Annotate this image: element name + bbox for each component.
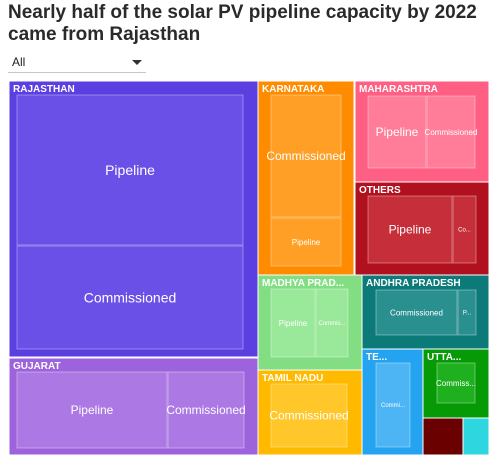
subtile-madhya-prad-pipeline[interactable] xyxy=(270,288,316,358)
subtile-karnataka-commissioned[interactable] xyxy=(270,94,342,218)
subtile-madhya-prad-commis[interactable] xyxy=(315,288,349,358)
state-filter-dropdown[interactable]: All xyxy=(8,52,146,73)
subtile-gujarat-pipeline[interactable] xyxy=(16,371,168,449)
tile-tile-12[interactable] xyxy=(462,417,490,456)
subtile-rajasthan-pipeline[interactable] xyxy=(16,94,244,246)
chart-title: Nearly half of the solar PV pipeline cap… xyxy=(8,2,477,45)
subtile-label: Pipeline xyxy=(292,238,321,247)
tile-label: RAJASTHAN xyxy=(13,84,75,95)
subtile-label: Commi... xyxy=(381,403,405,409)
tile-label: MADHYA PRAD... xyxy=(262,278,344,289)
subtile-maharashtra-commissioned[interactable] xyxy=(426,95,476,169)
tile-te[interactable]: Commi... TE... xyxy=(361,348,424,456)
subtile-others-co[interactable] xyxy=(452,195,477,264)
subtile-label: Pipeline xyxy=(389,223,432,237)
subtile-label: Pipeline xyxy=(105,162,155,178)
tile-rajasthan[interactable]: Pipeline Commissioned RAJASTHAN xyxy=(8,80,259,358)
tile-gujarat[interactable]: Pipeline Commissioned GUJARAT xyxy=(8,357,259,456)
subtile-label: Pipeline xyxy=(376,125,419,139)
tile-label: KARNATAKA xyxy=(262,84,324,95)
subtile-label: Commissioned xyxy=(84,289,177,305)
subtile-utta-commiss[interactable] xyxy=(436,362,476,404)
subtile-andhra-pradesh-commissioned[interactable] xyxy=(375,289,458,336)
tile-label: ANDHRA PRADESH xyxy=(366,278,461,289)
subtile-label: Commissioned xyxy=(166,403,245,417)
subtile-label: Pipeline xyxy=(71,403,114,417)
subtile-others-pipeline[interactable] xyxy=(367,195,453,264)
subtile-label: Commissioned xyxy=(425,128,478,137)
tile-tamil-nadu[interactable]: Commissioned TAMIL NADU xyxy=(257,369,363,456)
subtile-label: Commiss... xyxy=(436,379,476,388)
subtile-maharashtra-pipeline[interactable] xyxy=(367,95,427,169)
subtile-label: Commissioned xyxy=(390,308,443,317)
tile-rect-tile-11 xyxy=(422,417,464,456)
subtile-karnataka-pipeline[interactable] xyxy=(270,217,342,267)
tile-label: TE... xyxy=(366,352,387,363)
tile-label: GUJARAT xyxy=(13,361,61,372)
tile-label: OTHERS xyxy=(359,185,401,196)
subtile-label: Co... xyxy=(458,228,471,234)
subtile-rajasthan-commissioned[interactable] xyxy=(16,245,244,350)
tile-tile-11[interactable] xyxy=(422,417,464,456)
subtile-label: Commis... xyxy=(319,321,346,327)
tile-rect-tile-12 xyxy=(462,417,490,456)
subtile-label: P... xyxy=(463,311,472,317)
tile-label: MAHARASHTRA xyxy=(359,84,438,95)
subtile-te-commi[interactable] xyxy=(375,362,411,448)
subtile-label: Commissioned xyxy=(266,149,345,163)
chevron-down-icon xyxy=(132,60,142,65)
tile-others[interactable]: Pipeline Co... OTHERS xyxy=(354,181,490,276)
filter-selected-value: All xyxy=(12,55,26,69)
subtile-andhra-pradesh-p[interactable] xyxy=(457,289,477,336)
subtile-gujarat-commissioned[interactable] xyxy=(167,371,245,449)
subtile-label: Commissioned xyxy=(269,409,348,423)
tile-karnataka[interactable]: Commissioned Pipeline KARNATAKA xyxy=(257,80,355,276)
tile-utta[interactable]: Commiss... UTTA... xyxy=(422,348,490,419)
tile-madhya-prad[interactable]: Pipeline Commis... MADHYA PRAD... xyxy=(257,274,363,371)
tile-label: UTTA... xyxy=(427,352,461,363)
tile-label: TAMIL NADU xyxy=(262,373,323,384)
tile-andhra-pradesh[interactable]: Commissioned P... ANDHRA PRADESH xyxy=(361,274,490,350)
subtile-tamil-nadu-commissioned[interactable] xyxy=(270,383,348,448)
tile-maharashtra[interactable]: Pipeline Commissioned MAHARASHTRA xyxy=(354,80,490,183)
subtile-label: Pipeline xyxy=(279,319,308,328)
